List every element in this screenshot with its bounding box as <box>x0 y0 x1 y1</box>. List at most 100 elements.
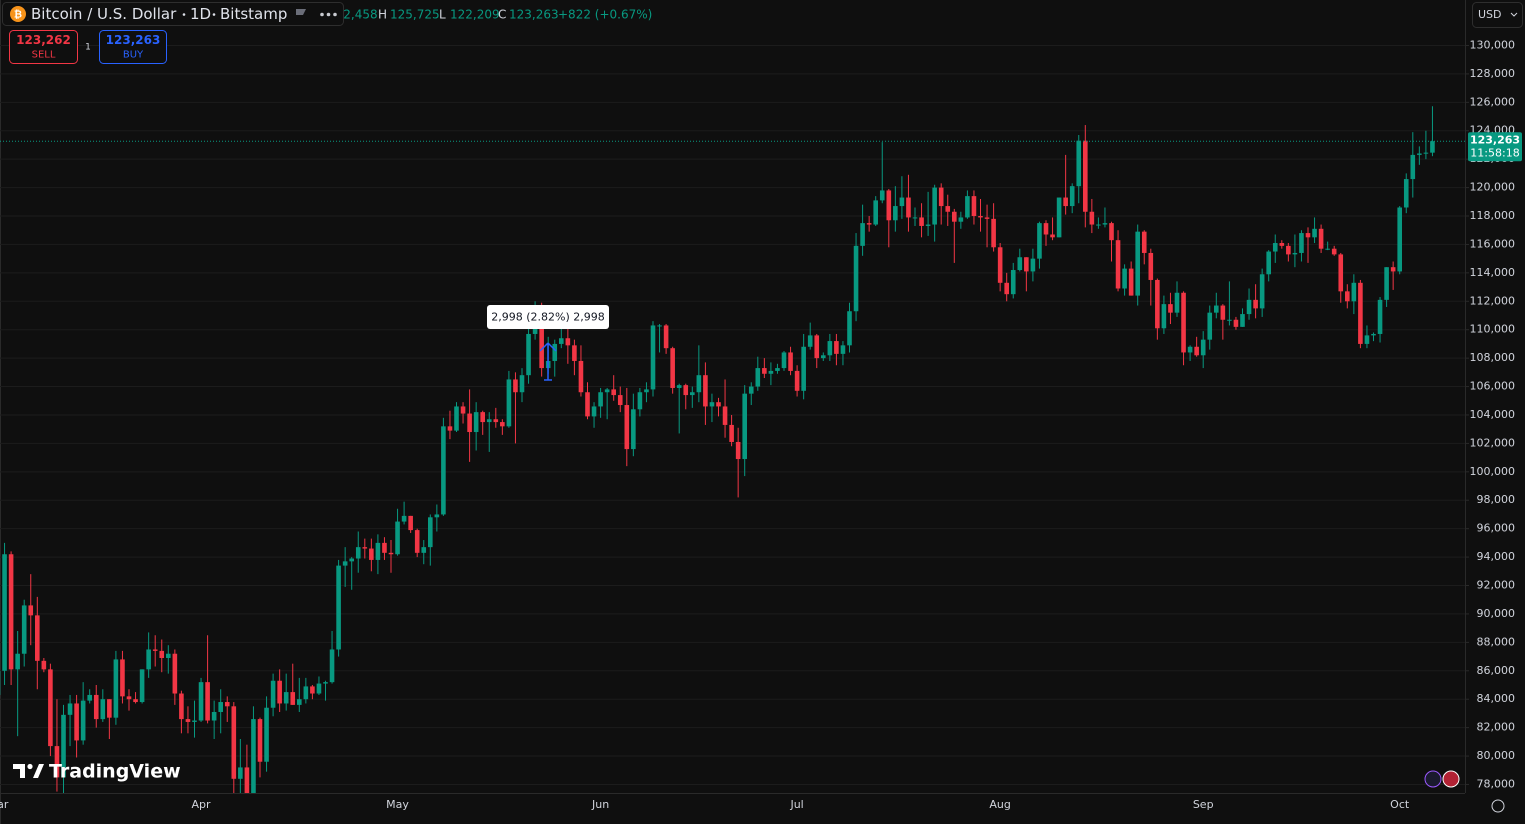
y-tick-label: 116,000 <box>1470 237 1516 250</box>
candle-body <box>1240 314 1245 327</box>
candle-body <box>179 693 184 720</box>
candle-body <box>676 385 682 388</box>
candle-body <box>35 615 40 661</box>
y-tick-label: 130,000 <box>1470 38 1516 51</box>
candle-body <box>873 200 878 225</box>
candle-body <box>401 515 407 522</box>
candle-body <box>1115 240 1121 289</box>
more-icon[interactable] <box>320 12 337 17</box>
y-tick-label: 126,000 <box>1470 95 1516 108</box>
candle-body <box>925 224 931 226</box>
separator-dot <box>212 13 216 16</box>
candle-body <box>657 325 662 327</box>
candle-body <box>54 746 60 778</box>
y-tick-label: 94,000 <box>1477 550 1516 563</box>
buy-label[interactable]: BUY <box>123 50 144 61</box>
candle-body <box>748 386 754 394</box>
candle-body <box>1272 243 1278 252</box>
candle-body <box>1161 304 1167 329</box>
candle-body <box>526 333 531 376</box>
sell-button[interactable] <box>9 30 78 64</box>
candle-body <box>1266 251 1271 275</box>
candle-body <box>984 217 990 219</box>
brand-logo[interactable] <box>13 763 44 778</box>
candle-body <box>834 341 839 354</box>
candle-body <box>1220 305 1226 320</box>
candle-body <box>224 702 230 707</box>
candle-body <box>198 682 204 721</box>
currency-button[interactable] <box>1472 2 1523 28</box>
candle-body <box>893 206 898 221</box>
candle-body <box>611 389 616 396</box>
x-tick-label: Aug <box>989 798 1010 811</box>
coin-icon <box>10 6 26 22</box>
candle-body <box>604 389 610 393</box>
bottom-icons[interactable] <box>1424 770 1505 813</box>
flag-icon[interactable] <box>296 9 306 15</box>
candle-body <box>938 187 944 207</box>
candle-body <box>879 190 885 201</box>
y-tick-label: 120,000 <box>1470 181 1516 194</box>
candle-body <box>768 370 774 374</box>
brand-name[interactable]: TradingView <box>49 761 181 783</box>
candle-body <box>631 409 636 450</box>
exchange[interactable]: Bitstamp <box>220 5 287 23</box>
candle-body <box>15 653 20 670</box>
candle-body <box>1037 223 1042 259</box>
y-tick-label: 78,000 <box>1477 777 1516 790</box>
candle-body <box>801 346 806 391</box>
candle-body <box>388 552 394 555</box>
coin-icon-glyph: ₿ <box>14 9 22 21</box>
candle-body <box>238 767 243 779</box>
candle-body <box>1122 268 1127 289</box>
candle-body <box>775 368 780 371</box>
candle-body <box>1358 282 1363 344</box>
candle-body <box>480 412 485 423</box>
currency[interactable]: USD <box>1478 8 1502 21</box>
candle-body <box>722 406 728 425</box>
candle-body <box>539 305 544 369</box>
candle-body <box>290 692 296 705</box>
buy-price[interactable]: 123,263 <box>106 33 161 47</box>
candle-body <box>513 379 518 393</box>
buy-button[interactable] <box>99 30 167 64</box>
candle-body <box>821 355 826 359</box>
y-tick-label: 82,000 <box>1477 721 1516 734</box>
candle-body <box>382 542 387 553</box>
candle-body <box>1207 312 1213 340</box>
y-tick-label: 110,000 <box>1470 323 1516 336</box>
candle-body <box>1233 319 1239 327</box>
candle-body <box>663 325 669 349</box>
candle-body <box>270 680 276 708</box>
plot-area <box>0 106 1465 793</box>
candle-body <box>1377 299 1383 334</box>
candle-body <box>997 247 1003 283</box>
candle-body <box>2 554 7 671</box>
y-tick-label: 100,000 <box>1470 465 1516 478</box>
legend-change: +822 (+0.67%) <box>558 8 652 22</box>
candle-body <box>1312 228 1317 238</box>
candle-body <box>572 345 577 361</box>
candle-body <box>683 385 689 396</box>
symbol-pill[interactable] <box>2 2 344 26</box>
candle-body <box>251 719 256 793</box>
candle-body <box>624 405 630 450</box>
candle-body <box>8 554 14 670</box>
candle-body <box>1305 233 1311 238</box>
candle-body <box>297 699 302 705</box>
candle-body <box>1083 140 1088 212</box>
candle-body <box>1246 299 1252 315</box>
x-tick-label: Apr <box>192 798 212 811</box>
interval[interactable]: 1D <box>190 5 211 23</box>
candle-body <box>1351 282 1357 302</box>
candle-body <box>172 653 178 694</box>
candle-body <box>1076 140 1082 187</box>
y-tick-label: 128,000 <box>1470 67 1516 80</box>
sell-price[interactable]: 123,262 <box>16 33 71 47</box>
symbol-title[interactable]: Bitcoin / U.S. Dollar <box>31 5 177 23</box>
candle-body <box>87 694 92 701</box>
candle-body <box>958 217 964 222</box>
candle-body <box>591 406 597 417</box>
sell-label[interactable]: SELL <box>32 50 56 61</box>
